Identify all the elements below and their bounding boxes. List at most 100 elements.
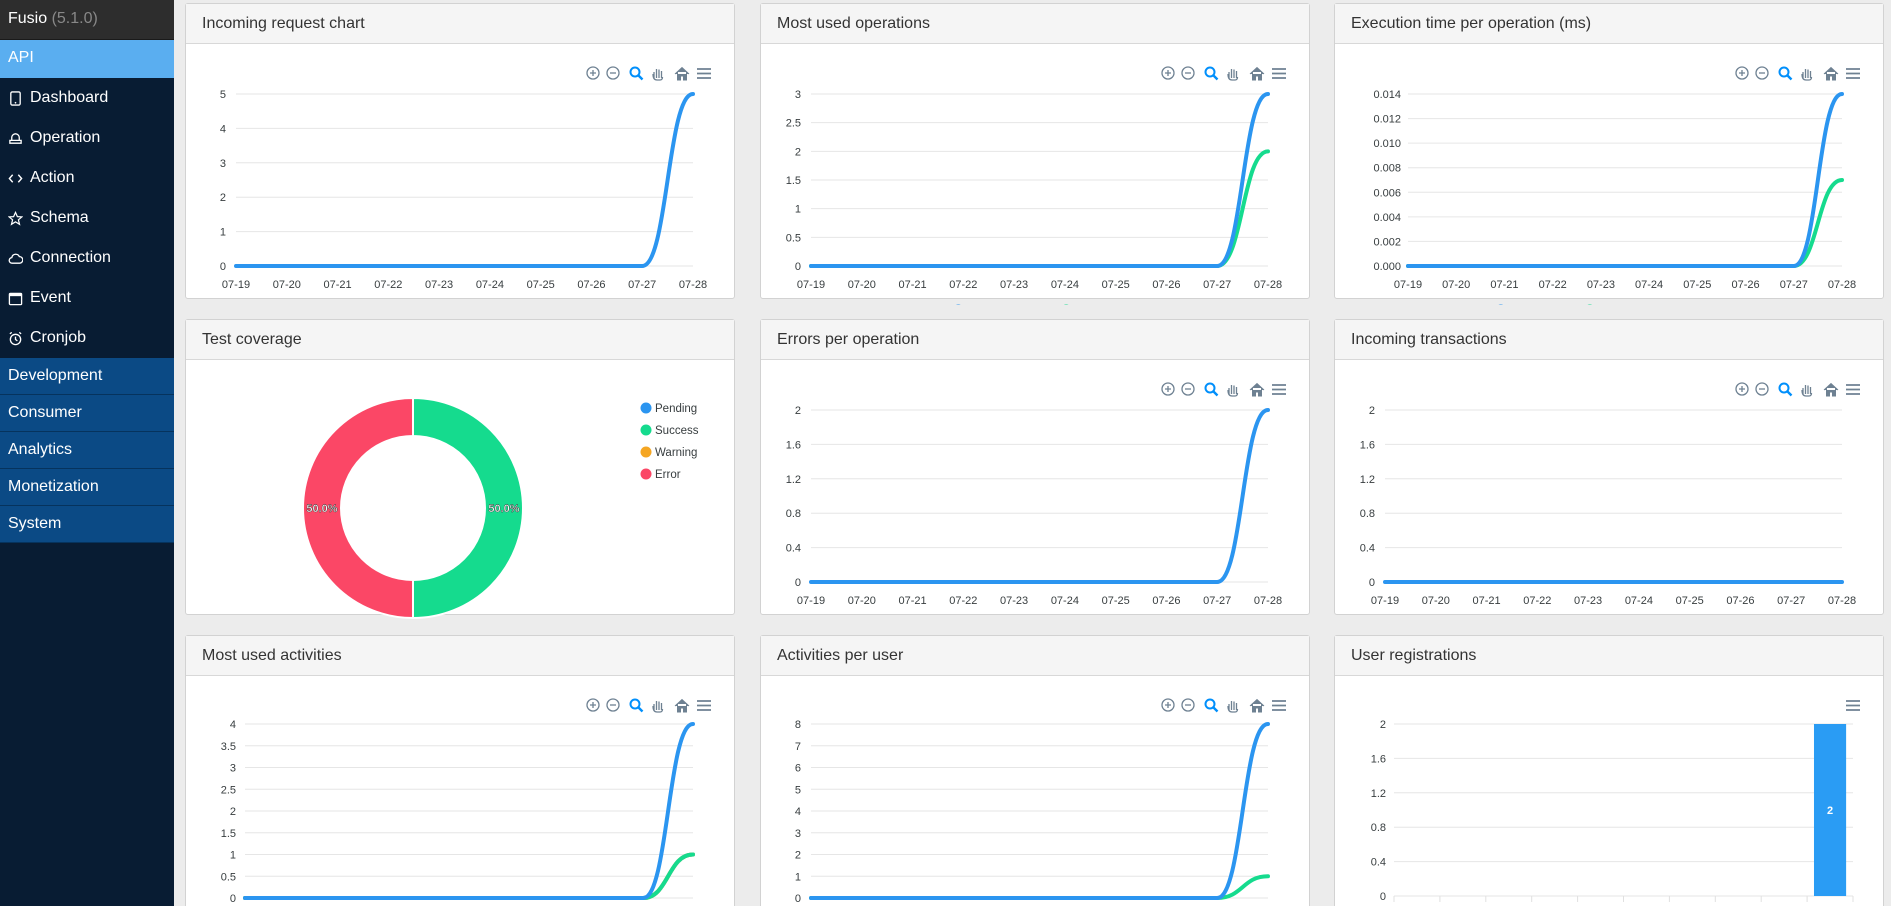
pan-hand-icon[interactable]: [1801, 385, 1813, 397]
zoom-out-icon[interactable]: [1755, 382, 1769, 396]
x-tick-label: 07-26: [1152, 279, 1180, 291]
zoom-out-icon[interactable]: [1181, 382, 1195, 396]
zoom-in-icon[interactable]: [1161, 698, 1175, 712]
pan-hand-icon[interactable]: [1227, 69, 1239, 81]
x-tick-label: 07-27: [1203, 595, 1231, 607]
zoom-in-icon[interactable]: [586, 66, 600, 80]
sidebar: Fusio (5.1.0) API Dashboard Operation Acti…: [0, 0, 174, 906]
x-tick-label: 07-23: [1000, 595, 1028, 607]
y-tick-label: 1.2: [786, 474, 801, 486]
x-tick-label: 07-27: [1203, 279, 1231, 291]
pan-hand-icon[interactable]: [1227, 701, 1239, 713]
x-tick-label: 07-21: [1490, 279, 1518, 291]
x-tick-label: 07-28: [1828, 595, 1856, 607]
legend-item[interactable]: error: [1061, 304, 1100, 306]
pie-slice-error[interactable]: [302, 396, 414, 620]
selection-zoom-icon[interactable]: [629, 698, 644, 713]
chart-most-used-operations: 0 0.5 1 1.5 2 2.5 3 07-19 07-20 07-21 07-22 07-23 07…: [786, 66, 1286, 306]
chart-toolbar: [1735, 66, 1860, 81]
x-tick-label: 07-27: [1780, 279, 1808, 291]
selection-zoom-icon[interactable]: [1778, 66, 1793, 81]
x-tick-label: 07-26: [577, 279, 605, 291]
sidebar-item-connection[interactable]: Connection: [0, 238, 174, 278]
zoom-in-icon[interactable]: [586, 698, 600, 712]
sidebar-section-development[interactable]: Development: [0, 358, 174, 395]
sidebar-item-schema[interactable]: Schema: [0, 198, 174, 238]
panel-test-coverage: Test coverage 50.0% 50.0% Pending Success War…: [185, 319, 735, 620]
sidebar-section-consumer[interactable]: Consumer: [0, 395, 174, 432]
menu-icon[interactable]: [1272, 68, 1286, 79]
legend-label: Success: [655, 425, 699, 437]
pie-slice-success[interactable]: [412, 396, 524, 620]
zoom-out-icon[interactable]: [1755, 66, 1769, 80]
x-tick-label: 07-19: [797, 595, 825, 607]
zoom-in-icon[interactable]: [1161, 66, 1175, 80]
home-reset-icon[interactable]: [1823, 66, 1839, 81]
menu-icon[interactable]: [1272, 700, 1286, 711]
menu-icon[interactable]: [1846, 700, 1860, 711]
calendar-icon: [6, 289, 24, 307]
legend-item[interactable]: error (ms): [1495, 304, 1560, 306]
selection-zoom-icon[interactable]: [629, 66, 644, 81]
chart-toolbar: [586, 66, 711, 81]
pie-data-label: 50.0%: [488, 503, 519, 515]
home-reset-icon[interactable]: [1823, 382, 1839, 397]
sidebar-item-dashboard[interactable]: Dashboard: [0, 78, 174, 118]
sidebar-item-cronjob[interactable]: Cronjob: [0, 318, 174, 358]
sidebar-item-api[interactable]: API: [0, 40, 174, 78]
y-tick-label: 2: [1369, 405, 1375, 417]
home-reset-icon[interactable]: [1249, 698, 1265, 713]
chart-test-coverage: 50.0% 50.0% Pending Success Warning Error: [302, 396, 699, 620]
zoom-out-icon[interactable]: [1181, 698, 1195, 712]
zoom-in-icon[interactable]: [1735, 382, 1749, 396]
menu-icon[interactable]: [1846, 384, 1860, 395]
sidebar-item-event[interactable]: Event: [0, 278, 174, 318]
sidebar-item-operation[interactable]: Operation: [0, 118, 174, 158]
home-reset-icon[interactable]: [1249, 66, 1265, 81]
menu-icon[interactable]: [1272, 384, 1286, 395]
selection-zoom-icon[interactable]: [1204, 382, 1219, 397]
zoom-out-icon[interactable]: [606, 66, 620, 80]
x-tick-label: 07-19: [222, 279, 250, 291]
pan-hand-icon[interactable]: [1801, 69, 1813, 81]
legend-item[interactable]: Success: [640, 424, 699, 438]
sidebar-item-label: Action: [30, 169, 75, 186]
legend-item[interactable]: meta.getAbout (ms): [1584, 304, 1700, 306]
zoom-in-icon[interactable]: [1735, 66, 1749, 80]
zoom-out-icon[interactable]: [606, 698, 620, 712]
bar[interactable]: [1813, 724, 1847, 896]
y-tick-label: 1.2: [1371, 788, 1386, 800]
home-reset-icon[interactable]: [1249, 382, 1265, 397]
selection-zoom-icon[interactable]: [1204, 66, 1219, 81]
app-brand[interactable]: Fusio (5.1.0): [0, 0, 174, 40]
sidebar-section-monetization[interactable]: Monetization: [0, 469, 174, 506]
zoom-out-icon[interactable]: [1181, 66, 1195, 80]
selection-zoom-icon[interactable]: [1778, 382, 1793, 397]
legend-item[interactable]: Warning: [640, 446, 698, 460]
x-tick-label: 07-26: [1726, 595, 1754, 607]
x-tick-label: 07-19: [1394, 279, 1422, 291]
legend-label: Warning: [655, 447, 697, 459]
sidebar-section-analytics[interactable]: Analytics: [0, 432, 174, 469]
selection-zoom-icon[interactable]: [1204, 698, 1219, 713]
sidebar-section-system[interactable]: System: [0, 506, 174, 543]
y-tick-label: 0.8: [1371, 822, 1386, 834]
x-tick-label: 07-19: [1371, 595, 1399, 607]
pan-hand-icon[interactable]: [652, 69, 664, 81]
legend-item[interactable]: meta.getAbout: [953, 304, 1043, 306]
legend-item[interactable]: Error: [640, 468, 681, 482]
menu-icon[interactable]: [697, 68, 711, 79]
pan-hand-icon[interactable]: [652, 701, 664, 713]
pan-hand-icon[interactable]: [1227, 385, 1239, 397]
panel-most-used-operations: Most used operations 0 0.5 1 1.5 2 2.5 3 07-19 07…: [760, 3, 1310, 305]
home-reset-icon[interactable]: [674, 698, 690, 713]
x-tick-label: 07-24: [1051, 595, 1079, 607]
chart-toolbar: [1161, 66, 1286, 81]
menu-icon[interactable]: [697, 700, 711, 711]
y-tick-label: 2.5: [221, 784, 236, 796]
sidebar-item-action[interactable]: Action: [0, 158, 174, 198]
legend-item[interactable]: Pending: [640, 402, 698, 416]
menu-icon[interactable]: [1846, 68, 1860, 79]
home-reset-icon[interactable]: [674, 66, 690, 81]
zoom-in-icon[interactable]: [1161, 382, 1175, 396]
